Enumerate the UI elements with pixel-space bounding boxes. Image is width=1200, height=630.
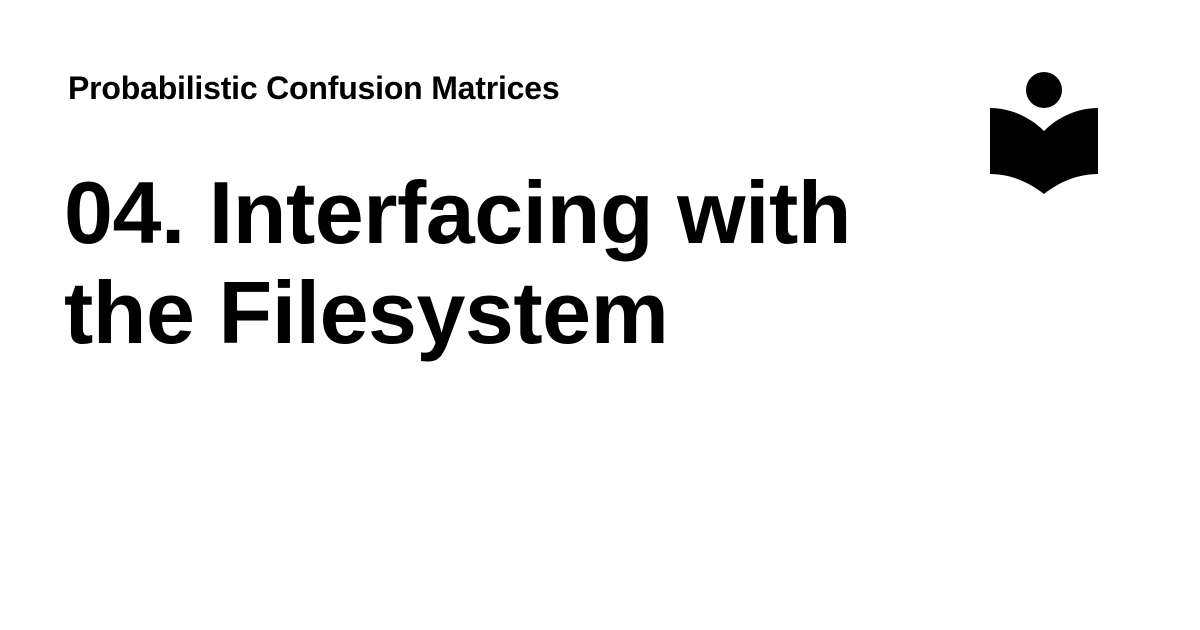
reading-person-book-icon — [990, 70, 1100, 196]
site-title: Probabilistic Confusion Matrices — [68, 70, 560, 106]
page-title-line-1: 04. Interfacing with — [64, 163, 852, 262]
page-title-line-2: the Filesystem — [64, 263, 669, 362]
page-title: 04. Interfacing with the Filesystem — [64, 163, 924, 363]
